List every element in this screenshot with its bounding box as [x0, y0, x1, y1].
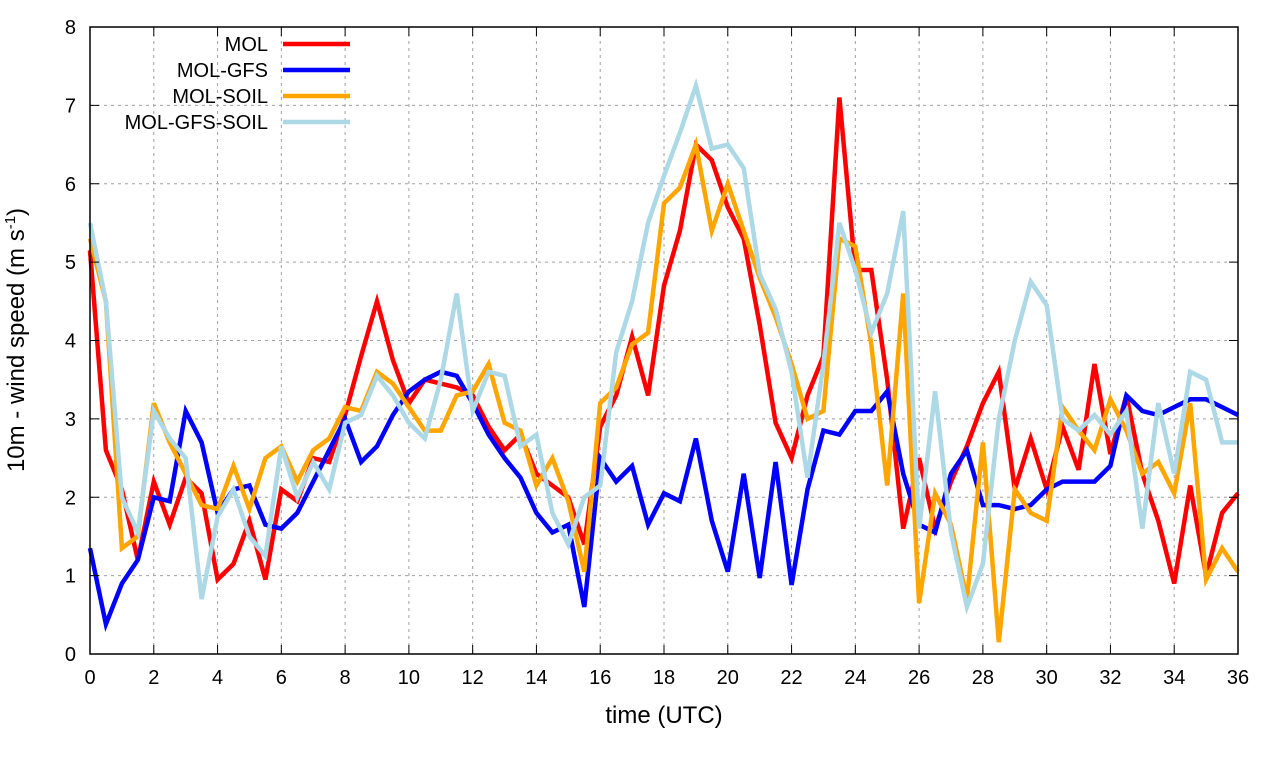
x-axis-label: time (UTC) — [605, 702, 722, 729]
x-tick-label: 0 — [84, 667, 95, 689]
y-tick-label: 4 — [65, 331, 76, 353]
legend: MOL MOL-GFS MOL-SOIL MOL-GFS-SOIL — [125, 34, 350, 134]
x-tick-label: 20 — [717, 667, 739, 689]
y-axis-label-sup: -1 — [2, 216, 19, 229]
x-tick-label: 24 — [844, 667, 866, 689]
series-line-mol-gfs — [87, 369, 1240, 633]
legend-label-mol-gfs: MOL-GFS — [177, 60, 268, 82]
y-tick-label: 2 — [65, 487, 76, 509]
x-tick-label: 2 — [148, 667, 159, 689]
x-tick-label: 28 — [972, 667, 994, 689]
x-tick-label: 6 — [276, 667, 287, 689]
legend-label-mol-gfs-soil: MOL-GFS-SOIL — [125, 112, 268, 134]
y-tick-label: 0 — [65, 644, 76, 666]
x-tick-label: 16 — [589, 667, 611, 689]
y-tick-label: 5 — [65, 252, 76, 274]
x-tick-label: 32 — [1099, 667, 1121, 689]
y-axis-label-main: 10m - wind speed (m s — [3, 229, 30, 472]
x-tick-label: 26 — [908, 667, 930, 689]
series-lines — [87, 77, 1240, 643]
x-tick-label: 10 — [398, 667, 420, 689]
y-tick-label: 8 — [65, 17, 76, 39]
x-tick-label: 4 — [212, 667, 223, 689]
x-tick-label: 12 — [462, 667, 484, 689]
axis-ticks: 0 2 4 6 8 10 12 14 16 18 20 22 24 26 28 30 32 34 360123456… — [65, 17, 1249, 689]
y-tick-label: 3 — [65, 409, 76, 431]
y-tick-label: 6 — [65, 174, 76, 196]
x-tick-label: 36 — [1227, 667, 1249, 689]
x-tick-label: 18 — [653, 667, 675, 689]
x-tick-label: 8 — [340, 667, 351, 689]
legend-label-mol-soil: MOL-SOIL — [172, 86, 268, 108]
x-tick-label: 14 — [525, 667, 547, 689]
y-tick-label: 7 — [65, 95, 76, 117]
x-tick-label: 22 — [780, 667, 802, 689]
y-tick-label: 1 — [65, 566, 76, 588]
x-tick-label: 30 — [1036, 667, 1058, 689]
y-axis-label: 10m - wind speed (m s-1) — [2, 208, 30, 472]
y-axis-label-close: ) — [3, 208, 30, 216]
legend-label-mol: MOL — [225, 34, 268, 56]
x-tick-label: 34 — [1163, 667, 1185, 689]
series-line-mol-gfs-soil — [87, 77, 1238, 616]
